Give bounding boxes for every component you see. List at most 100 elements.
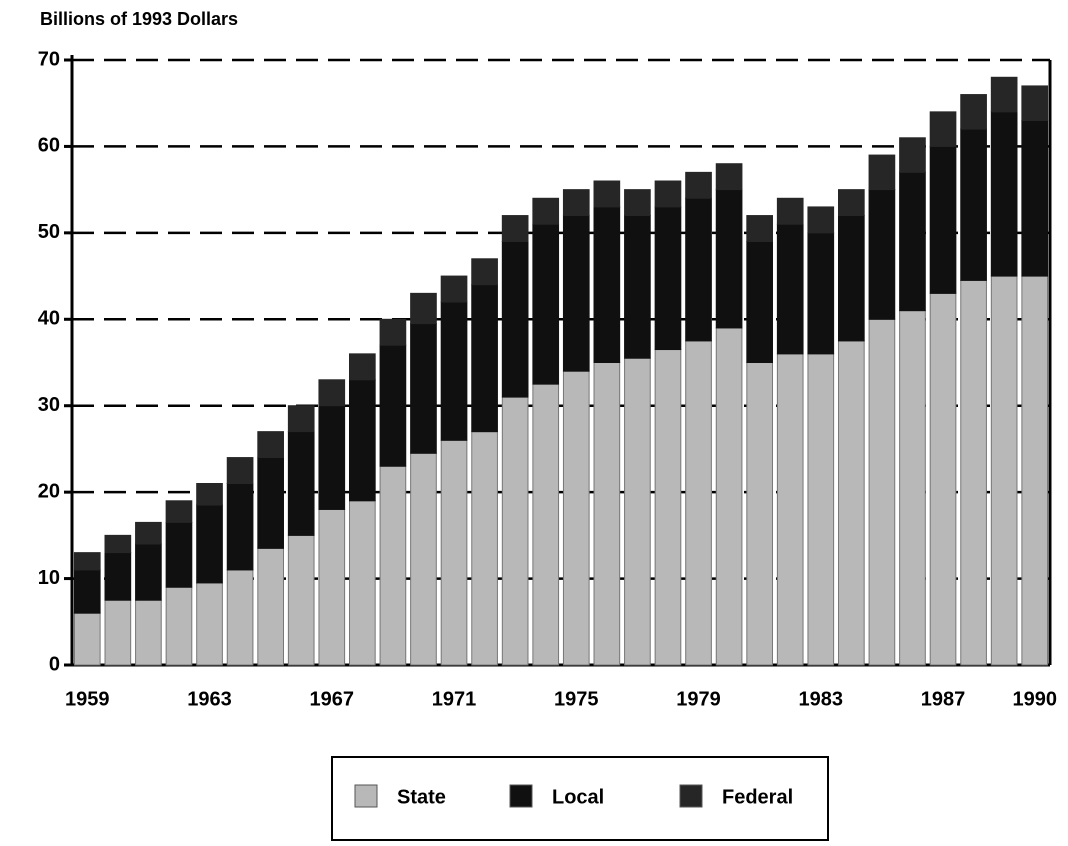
bar-segment bbox=[807, 206, 835, 234]
x-tick-label: 1959 bbox=[65, 688, 110, 710]
bar-segment bbox=[899, 137, 926, 173]
bar-segment bbox=[685, 171, 712, 199]
y-tick-label: 40 bbox=[38, 308, 60, 330]
bar-segment bbox=[318, 379, 346, 407]
bar-segment bbox=[899, 171, 926, 312]
bar-segment bbox=[746, 215, 773, 242]
bar-segment bbox=[501, 396, 529, 666]
bar-segment bbox=[838, 189, 865, 217]
bar-segment bbox=[807, 232, 835, 355]
bar-segment bbox=[287, 405, 315, 433]
bar-segment bbox=[135, 599, 162, 666]
bar-segment bbox=[318, 405, 346, 510]
bar-segment bbox=[287, 534, 315, 666]
bar-segment bbox=[868, 189, 896, 320]
bar-segment bbox=[196, 483, 223, 506]
bar-segment bbox=[501, 215, 529, 242]
bar-segment bbox=[715, 327, 743, 666]
bar-segment bbox=[990, 275, 1018, 666]
bar-segment bbox=[104, 552, 132, 601]
bar-segment bbox=[349, 353, 376, 381]
bar-segment bbox=[440, 275, 468, 303]
bar-segment bbox=[654, 180, 682, 208]
bar-segment bbox=[135, 521, 162, 545]
bar-segment bbox=[73, 552, 101, 571]
bar-segment bbox=[287, 431, 315, 536]
x-tick-label: 1983 bbox=[799, 688, 844, 710]
y-tick-label: 50 bbox=[38, 221, 60, 243]
bar-segment bbox=[838, 340, 865, 666]
bar-segment bbox=[165, 500, 193, 523]
bar-segment bbox=[929, 111, 957, 147]
bar-segment bbox=[1021, 275, 1049, 666]
legend-label: Local bbox=[552, 786, 604, 808]
bar-segment bbox=[196, 582, 223, 666]
x-tick-label: 1971 bbox=[432, 688, 477, 710]
axis-title: Billions of 1993 Dollars bbox=[40, 9, 238, 29]
bar-segment bbox=[685, 340, 712, 666]
bar-segment bbox=[73, 569, 101, 614]
bar-segment bbox=[257, 457, 284, 549]
bar-segment bbox=[685, 197, 712, 342]
bar-segment bbox=[318, 508, 346, 666]
bar-segment bbox=[410, 452, 437, 666]
bar-segment bbox=[1021, 120, 1049, 277]
bar-segment bbox=[593, 206, 621, 363]
bar-segment bbox=[501, 241, 529, 398]
x-tick-label: 1990 bbox=[1012, 688, 1057, 710]
bar-segment bbox=[532, 383, 560, 666]
bar-segment bbox=[960, 94, 987, 130]
bar-segment bbox=[410, 323, 437, 454]
bar-segment bbox=[379, 465, 407, 666]
bar-segment bbox=[1021, 85, 1049, 122]
bar-segment bbox=[471, 284, 498, 433]
y-tick-label: 10 bbox=[38, 567, 60, 589]
bar-segment bbox=[257, 547, 284, 666]
bar-segment bbox=[562, 215, 590, 372]
bar-segment bbox=[990, 76, 1018, 113]
bar-segment bbox=[349, 379, 376, 502]
legend bbox=[331, 756, 829, 841]
bar-segment bbox=[226, 483, 254, 571]
bar-segment bbox=[73, 612, 101, 666]
bar-segment bbox=[165, 521, 193, 588]
bar-segment bbox=[776, 223, 804, 355]
bar-segment bbox=[226, 457, 254, 485]
bar-segment bbox=[226, 569, 254, 666]
bar-segment bbox=[624, 189, 651, 217]
bar-segment bbox=[440, 439, 468, 666]
y-tick-label: 0 bbox=[49, 653, 60, 675]
bar-segment bbox=[868, 318, 896, 666]
bar-segment bbox=[715, 163, 743, 191]
x-tick-label: 1967 bbox=[310, 688, 355, 710]
bar-segment bbox=[593, 180, 621, 208]
bar-segment bbox=[715, 189, 743, 329]
bar-segment bbox=[746, 241, 773, 363]
bar-segment bbox=[104, 534, 132, 554]
legend-label: Federal bbox=[722, 786, 793, 808]
bar-segment bbox=[440, 301, 468, 441]
y-tick-label: 70 bbox=[38, 48, 60, 70]
bar-segment bbox=[532, 197, 560, 225]
bar-segment bbox=[624, 357, 651, 666]
bar-segment bbox=[776, 197, 804, 225]
bar-segment bbox=[562, 370, 590, 666]
legend-swatch bbox=[509, 784, 533, 808]
bar-segment bbox=[929, 145, 957, 294]
x-tick-label: 1987 bbox=[921, 688, 966, 710]
bar-segment bbox=[990, 111, 1018, 277]
bar-segment bbox=[776, 353, 804, 666]
bar-segment bbox=[532, 223, 560, 385]
bar-segment bbox=[379, 344, 407, 467]
bar-segment bbox=[960, 128, 987, 281]
bar-segment bbox=[165, 586, 193, 666]
bar-segment bbox=[562, 189, 590, 217]
bar-segment bbox=[257, 431, 284, 459]
x-tick-label: 1979 bbox=[676, 688, 721, 710]
bar-segment bbox=[593, 362, 621, 666]
bar-segment bbox=[654, 349, 682, 666]
legend-swatch bbox=[679, 784, 703, 808]
bar-segment bbox=[379, 318, 407, 346]
bar-segment bbox=[899, 310, 926, 666]
